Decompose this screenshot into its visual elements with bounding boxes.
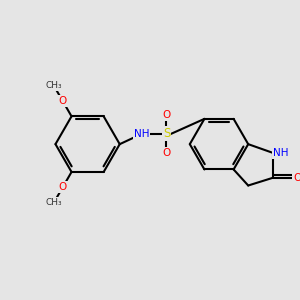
Text: O: O (59, 182, 67, 192)
Text: CH₃: CH₃ (46, 82, 62, 91)
Text: CH₃: CH₃ (46, 198, 62, 207)
Text: NH: NH (273, 148, 288, 158)
Text: O: O (294, 173, 300, 183)
Text: O: O (59, 96, 67, 106)
Text: O: O (162, 148, 171, 158)
Text: NH: NH (134, 129, 149, 139)
Text: O: O (162, 110, 171, 120)
Text: S: S (163, 128, 170, 140)
